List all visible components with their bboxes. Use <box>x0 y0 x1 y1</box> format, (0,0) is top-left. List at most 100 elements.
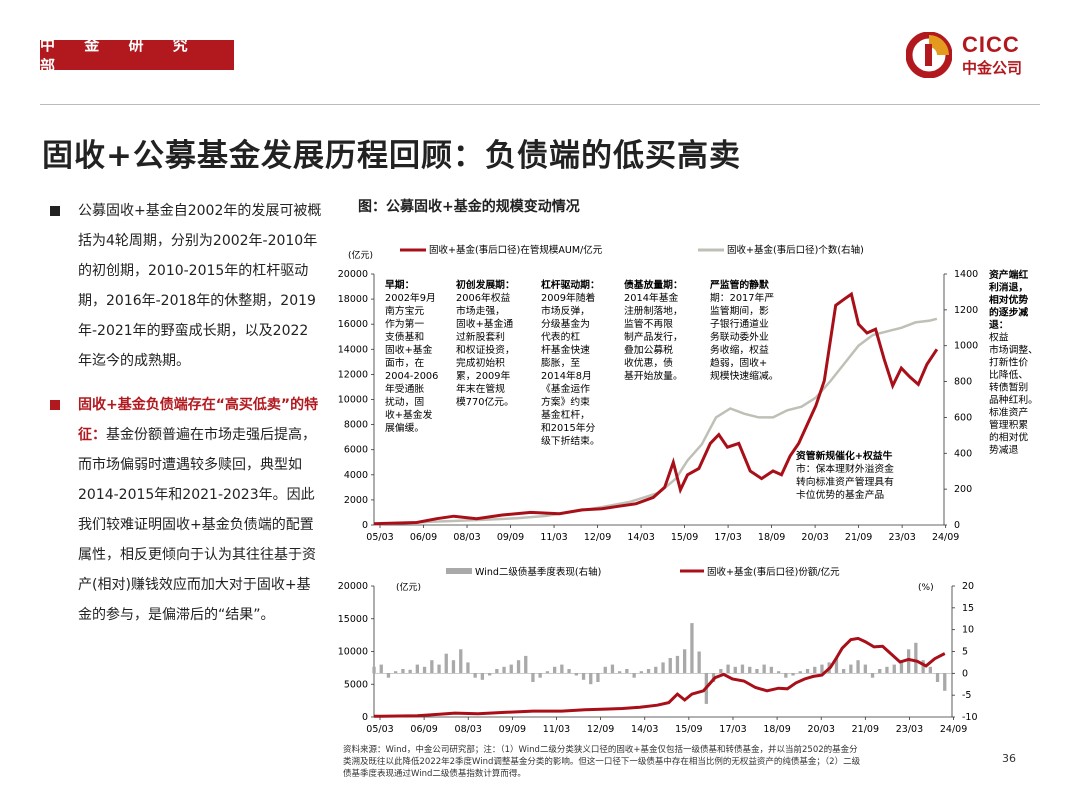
x-tick-label: 18/09 <box>758 532 785 543</box>
bond-fund-bar <box>683 649 687 674</box>
bond-fund-bar <box>516 660 521 674</box>
y-tick-label-right: 10 <box>962 625 974 636</box>
annotation-text: 务收缩，权益 <box>710 343 769 356</box>
legend-bond-swatch <box>446 568 472 574</box>
bond-fund-bar <box>444 653 448 674</box>
y-tick-label-left: 0 <box>362 712 368 723</box>
count-series-line <box>373 317 938 526</box>
annotation-text: 规模快速缩减。 <box>710 369 779 382</box>
bond-fund-bar <box>661 662 665 674</box>
source-line: 资料来源：Wind，中金公司研究部；注：（1）Wind二级分类狭义口径的固收+基… <box>343 745 858 755</box>
bond-fund-bar <box>545 671 550 674</box>
y-tick-label-left: 8000 <box>344 420 368 431</box>
left-axis-unit: (亿元) <box>348 249 373 261</box>
bond-fund-bar <box>488 673 492 676</box>
x-tick-label: 06/09 <box>410 724 437 735</box>
aum-chart: (亿元) 固收+基金(事后口径)在管规模AUM/亿元 固收+基金(事后口径)个数… <box>338 244 1038 543</box>
annotation-text: 杆基金快速 <box>541 343 590 356</box>
annotation-text: 《基金运作 <box>541 382 590 395</box>
bond-fund-bar <box>748 666 752 674</box>
annotation-text: 品种红利。 <box>989 393 1038 406</box>
y-tick-label-left: 12000 <box>338 369 368 380</box>
left-axis-unit: (亿元) <box>396 581 421 593</box>
bond-fund-bar <box>668 658 672 674</box>
y-tick-label-left: 5000 <box>344 679 368 690</box>
annotation-heading: 相对优势 <box>989 293 1028 306</box>
annotation-text: 2002年9月 <box>385 291 436 304</box>
bond-fund-bar <box>697 651 701 674</box>
bond-fund-bar <box>473 673 477 678</box>
bond-fund-bar <box>415 664 419 674</box>
x-tick-label: 09/09 <box>497 532 524 543</box>
bond-fund-bar <box>646 669 651 674</box>
y-tick-label-right: 0 <box>962 668 968 679</box>
y-tick-label-left: 14000 <box>338 344 368 355</box>
x-tick-label: 24/09 <box>940 724 967 735</box>
y-tick-label-left: 2000 <box>344 495 368 506</box>
bond-fund-bar <box>596 673 600 682</box>
bond-fund-bar <box>755 669 759 674</box>
bond-fund-bar <box>928 666 932 674</box>
y-tick-label-right: 5 <box>962 647 968 658</box>
y-tick-label-right: -10 <box>962 712 978 723</box>
x-tick-label: 11/03 <box>540 532 567 543</box>
annotation-heading: 债基放量期： <box>624 278 683 291</box>
legend-aum-label: 固收+基金(事后口径)在管规模AUM/亿元 <box>429 244 603 256</box>
y-tick-label-left: 10000 <box>338 395 368 406</box>
bond-fund-bar <box>459 649 463 674</box>
annotation-text: 和权证投资， <box>456 343 515 356</box>
bond-fund-bar <box>798 671 802 674</box>
y-tick-label-left: 15000 <box>338 614 368 625</box>
bond-fund-bar <box>581 673 586 680</box>
annotation-text: 监管不再限 <box>624 317 673 330</box>
bullet-liability-highlight: 固收+基金负债端存在“高买低卖”的特征： <box>78 397 319 443</box>
source-line: 债基季度表现通过Wind二级债基指数计算而得。 <box>343 769 526 779</box>
y-tick-label-right: 200 <box>954 484 972 495</box>
bond-fund-bar <box>618 671 622 674</box>
department-banner: 中 金 研 究 部 <box>40 36 234 75</box>
x-tick-label: 15/09 <box>671 532 698 543</box>
annotation-text: 作为第一 <box>385 317 424 330</box>
x-tick-label: 14/03 <box>631 724 658 735</box>
bond-fund-bar <box>842 669 846 674</box>
bond-fund-bar <box>820 664 824 674</box>
annotation-text: 模770亿元。 <box>456 395 514 408</box>
bond-fund-bar <box>553 666 557 674</box>
annotation-text: 分级基金为 <box>541 317 590 330</box>
left-text-panel: 公募固收+基金自2002年的发展可被概括为4轮周期，分别为2002年-2010年… <box>50 196 322 630</box>
annotation-text: 2006年权益 <box>456 291 511 304</box>
x-tick-label: 23/03 <box>896 724 923 735</box>
source-note: 资料来源：Wind，中金公司研究部；注：（1）Wind二级分类狭义口径的固收+基… <box>343 744 993 780</box>
legend-count-label: 固收+基金(事后口径)个数(右轴) <box>727 244 864 256</box>
annotation-text: 比降低、 <box>989 368 1028 381</box>
y-tick-label-right: 1400 <box>954 269 978 280</box>
bond-fund-bar <box>791 673 795 676</box>
legend-share-label: 固收+基金(事后口径)份额/亿元 <box>707 566 840 578</box>
bond-fund-bar <box>654 666 658 674</box>
x-tick-label: 08/03 <box>453 532 480 543</box>
bond-fund-bar <box>856 660 860 674</box>
annotation-heading: 利消退， <box>988 281 1028 294</box>
source-line: 类溯及既往以此降低2022年2季度Wind调整基金分类的影响。但这一口径下一级债… <box>343 757 861 767</box>
y-tick-label-left: 20000 <box>338 581 368 592</box>
bond-fund-bar <box>719 669 723 674</box>
y-tick-label-left: 10000 <box>338 647 368 658</box>
annotation-text: 市场调整、 <box>989 343 1038 356</box>
bond-fund-bar <box>863 664 867 674</box>
annotation-heading: 资管新规催化+权益牛 <box>796 449 893 462</box>
annotation-heading: 早期： <box>385 278 414 291</box>
bond-fund-bar <box>495 669 499 674</box>
x-tick-label: 17/03 <box>719 724 746 735</box>
aum-series-line <box>373 291 939 526</box>
annotation-text: 级下折结束。 <box>541 434 600 447</box>
bond-fund-bar <box>372 666 376 674</box>
annotation-text: 子银行通道业 <box>710 317 769 330</box>
bond-fund-bar <box>834 658 839 674</box>
bullet-square-icon <box>50 206 60 216</box>
annotation-text: 叠加公募税 <box>624 343 673 356</box>
annotation-text: 注册制落地， <box>624 304 683 317</box>
annotation-text: 固收+基金 <box>385 343 433 356</box>
cicc-logo-icon <box>906 32 952 78</box>
logo-en-text: CICC <box>962 32 1020 57</box>
bullet-square-icon <box>50 400 60 410</box>
